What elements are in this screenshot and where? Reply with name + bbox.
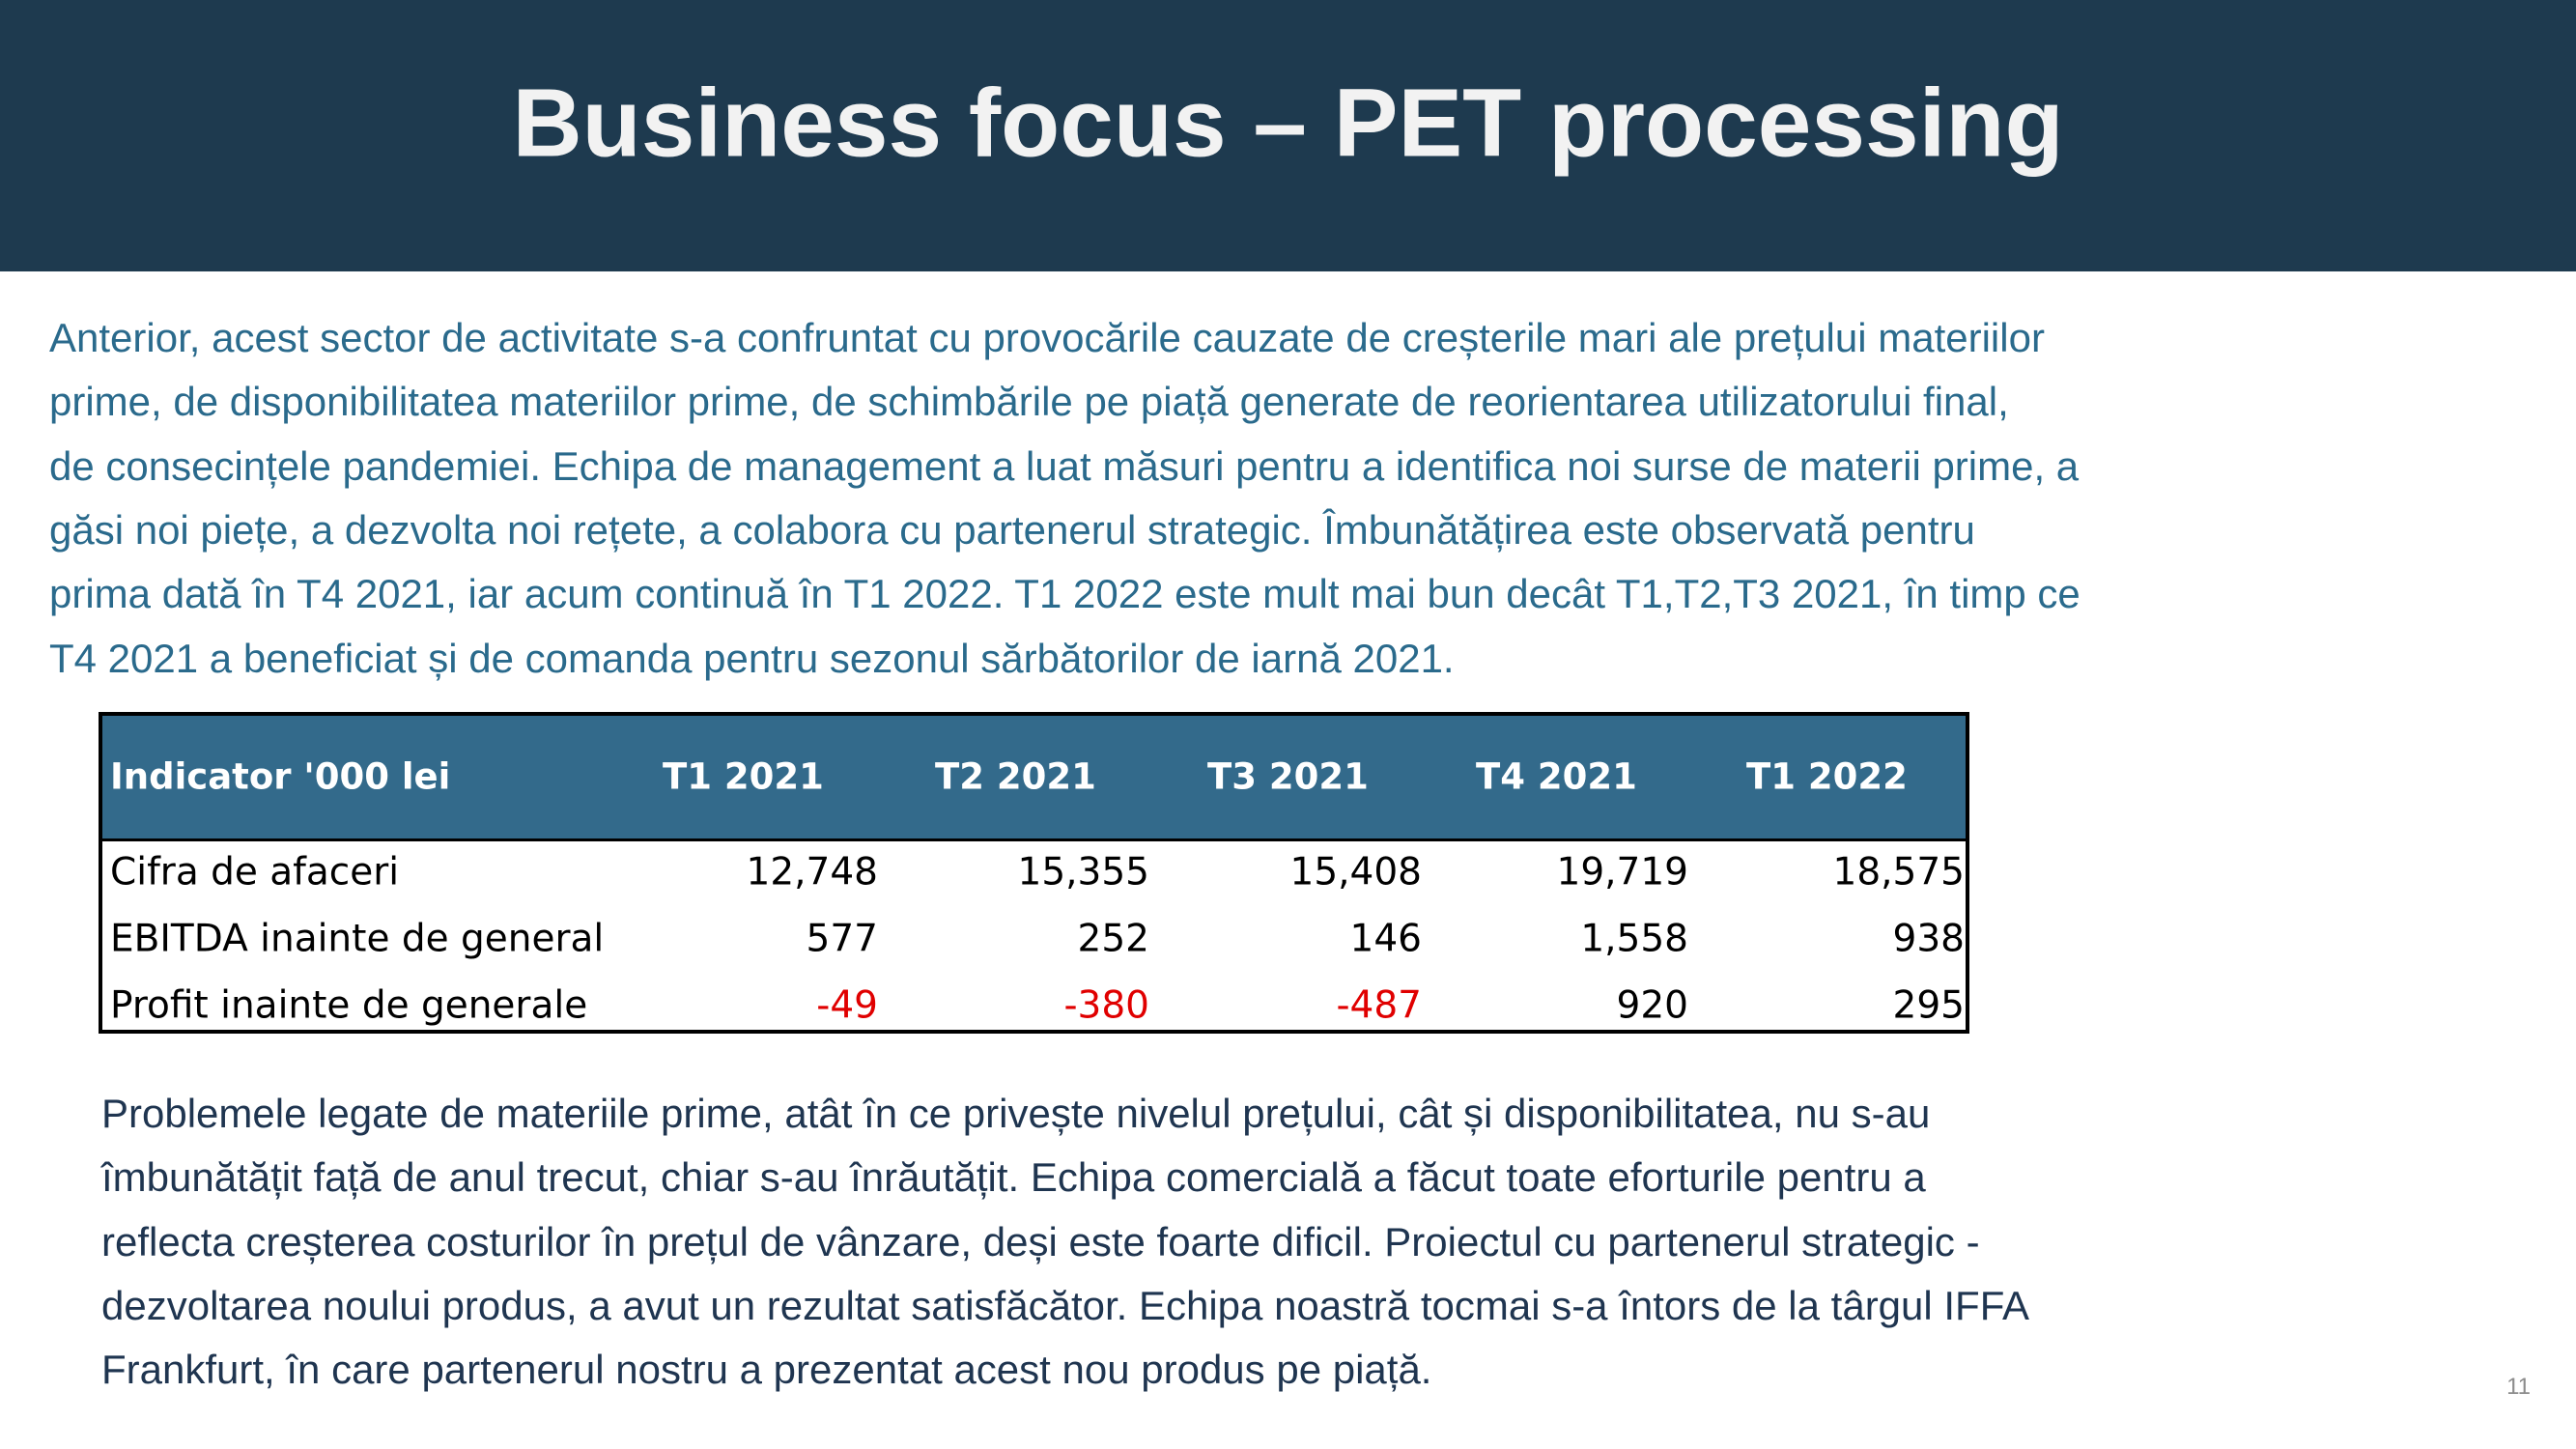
table-cell: 18,575 bbox=[1832, 850, 1965, 895]
table-cell: 938 bbox=[1892, 917, 1965, 961]
table-cell: 19,719 bbox=[1556, 850, 1688, 895]
paragraph-line: de consecințele pandemiei. Echipa de man… bbox=[49, 442, 2080, 489]
paragraph-line: reflecta creșterea costurilor în prețul … bbox=[101, 1218, 1980, 1264]
paragraph-line: găsi noi piețe, a dezvolta noi rețete, a… bbox=[49, 506, 1975, 553]
table: Indicator '000 lei T1 2021 T2 2021 T3 2021 T… bbox=[99, 712, 1969, 1034]
paragraph-line: prime, de disponibilitatea materiilor pr… bbox=[49, 379, 2009, 425]
table-cell: 295 bbox=[1892, 983, 1965, 1028]
table-cell: 920 bbox=[1616, 983, 1688, 1028]
paragraph-line: dezvoltarea noului produs, a avut un rez… bbox=[101, 1282, 2030, 1328]
column-header: T1 2022 bbox=[1746, 755, 1908, 798]
paragraph-line: îmbunătățit față de anul trecut, chiar s… bbox=[101, 1154, 1926, 1201]
row-label: Cifra de afaceri bbox=[110, 850, 400, 895]
table-cell: 1,558 bbox=[1580, 917, 1688, 961]
table-cell: 252 bbox=[1077, 917, 1149, 961]
table-cell: -49 bbox=[816, 983, 878, 1028]
column-header: Indicator '000 lei bbox=[110, 755, 451, 798]
column-header: T2 2021 bbox=[935, 755, 1096, 798]
table-cell: 15,408 bbox=[1289, 850, 1422, 895]
table-cell: -380 bbox=[1063, 983, 1149, 1028]
table-cell: 15,355 bbox=[1017, 850, 1149, 895]
column-header: T4 2021 bbox=[1476, 755, 1637, 798]
table-header: Indicator '000 lei T1 2021 T2 2021 T3 2021 T… bbox=[102, 716, 1966, 841]
table-cell: 12,748 bbox=[746, 850, 878, 895]
column-header: T3 2021 bbox=[1207, 755, 1369, 798]
table-cell: 146 bbox=[1349, 917, 1422, 961]
paragraph-line: prima dată în T4 2021, iar acum continuă… bbox=[49, 571, 2081, 617]
row-label: EBITDA inainte de general bbox=[110, 917, 605, 961]
table-cell: 577 bbox=[806, 917, 878, 961]
paragraph-line: Frankfurt, în care partenerul nostru a p… bbox=[101, 1347, 1432, 1393]
paragraph-line: T4 2021 a beneficiat și de comanda pentr… bbox=[49, 635, 1455, 681]
column-header: T1 2021 bbox=[663, 755, 824, 798]
page-number: 11 bbox=[2506, 1374, 2531, 1400]
table-cell: -487 bbox=[1336, 983, 1422, 1028]
paragraph-line: Problemele legate de materiile prime, at… bbox=[101, 1091, 1931, 1136]
slide-title: Business focus – PET processing bbox=[512, 69, 2064, 178]
header-bar: Business focus – PET processing bbox=[0, 0, 2576, 271]
paragraph-line: Anterior, acest sector de activitate s-a… bbox=[49, 315, 2045, 360]
row-label: Profit inainte de generale bbox=[110, 983, 588, 1028]
